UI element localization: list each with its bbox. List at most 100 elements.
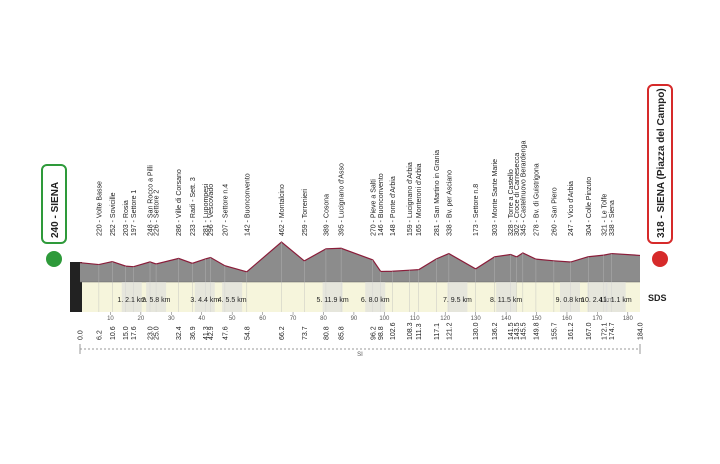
ruler-label: SI <box>357 352 363 358</box>
km-label: 149.8 <box>533 322 540 340</box>
sector-strip <box>222 282 243 312</box>
start-icon <box>46 251 62 267</box>
km-label: 184.0 <box>638 322 645 340</box>
km-label: 98.8 <box>378 326 385 340</box>
start-bar <box>70 262 82 312</box>
km-tick-label: 170 <box>592 316 603 322</box>
sector-band <box>80 282 640 312</box>
profile-area <box>80 242 640 282</box>
km-tick-label: 100 <box>379 316 390 322</box>
start-box <box>41 164 67 244</box>
waypoint-label: 252 - Sovicille <box>110 192 117 236</box>
km-tick-label: 180 <box>623 316 634 322</box>
finish-label: 318 - SIENA (Piazza del Campo) <box>656 88 667 238</box>
km-label: 111.3 <box>416 323 423 340</box>
km-label: 15.0 <box>123 326 130 340</box>
waypoint-label: 462 - Montalcino <box>279 184 286 236</box>
waypoint-label: 389 - Cosona <box>323 194 330 236</box>
km-label: 66.2 <box>279 326 286 340</box>
km-label: 143.5 <box>514 322 521 340</box>
waypoint-label: 278 - Bv. di Guistrigona <box>533 163 540 236</box>
waypoint-label: 248 - San Rocco a Pilli <box>148 165 155 236</box>
waypoint-label: 304 - Colle Pinzuto <box>586 177 593 236</box>
km-tick-label: 20 <box>138 316 145 322</box>
sector-label: 2. 5.8 km <box>142 297 171 304</box>
sector-strip <box>560 282 580 312</box>
waypoint-label: 286 - Ville di Corsano <box>176 169 183 236</box>
sector-strip <box>194 282 215 312</box>
km-label: 17.6 <box>131 326 138 340</box>
sector-label: 1. 2.1 km <box>117 297 146 304</box>
waypoint-label: 281 - San Martino in Grania <box>434 150 441 236</box>
km-label: 80.8 <box>323 326 330 340</box>
km-tick-label: 60 <box>259 316 266 322</box>
sector-strip <box>587 282 608 312</box>
km-tick-label: 130 <box>471 316 482 322</box>
waypoint-label: 203 - Rosia <box>123 200 130 236</box>
waypoint-label: 345 - Castelnuovo Berardenga <box>520 141 527 236</box>
km-label: 161.2 <box>568 322 575 340</box>
km-label: 36.9 <box>190 326 197 340</box>
km-label: 145.5 <box>520 322 527 340</box>
km-label: 25.0 <box>154 326 161 340</box>
km-tick-label: 110 <box>410 316 420 322</box>
waypoint-label: 321 - Le Tolfe <box>601 194 608 236</box>
waypoint-label: 142 - Buonconvento <box>244 173 251 236</box>
km-label: 121.2 <box>446 322 453 340</box>
km-tick-label: 40 <box>198 316 205 322</box>
km-label: 174.7 <box>609 322 616 340</box>
waypoint-label: 197 - Settore 1 <box>131 190 138 236</box>
waypoint-label: 159 - Lucignano d'Arbia <box>407 162 414 236</box>
finish-box <box>647 84 673 244</box>
km-label: 10.6 <box>110 326 117 340</box>
km-label: 155.7 <box>551 322 558 340</box>
km-tick-label: 80 <box>320 316 327 322</box>
sector-label: 8. 11.5 km <box>490 297 522 304</box>
km-tick-label: 10 <box>107 316 114 322</box>
sector-strip <box>447 282 468 312</box>
km-label: 54.8 <box>244 326 251 340</box>
km-label: 0.0 <box>78 330 85 340</box>
km-label: 172.1 <box>601 322 608 340</box>
sector-strip <box>605 282 626 312</box>
waypoint-label: 226 - Settore 2 <box>154 190 161 236</box>
waypoint-label: 338 - Siena <box>609 200 616 236</box>
waypoint-label: 247 - Vico d'Arbia <box>568 181 575 236</box>
finish-icon <box>652 251 668 267</box>
sector-label: 3. 4.4 km <box>190 297 219 304</box>
sector-strip <box>365 282 386 312</box>
km-label: 96.2 <box>370 326 377 340</box>
km-tick-label: 90 <box>351 316 358 322</box>
km-tick-label: 30 <box>168 316 175 322</box>
km-label: 117.1 <box>434 323 441 340</box>
km-tick-label: 50 <box>229 316 236 322</box>
waypoint-label: 303 - Monte Sante Marie <box>492 159 499 236</box>
sector-strip <box>146 282 167 312</box>
km-label: 141.5 <box>508 322 515 340</box>
waypoint-label: 207 - Settore n.4 <box>222 184 229 236</box>
km-tick-label: 120 <box>440 316 451 322</box>
km-label: 167.0 <box>586 322 593 340</box>
sector-label: 7. 9.5 km <box>443 297 472 304</box>
waypoint-label: 148 - Ponte d'Arbia <box>390 176 397 236</box>
km-label: 102.6 <box>390 322 397 340</box>
km-tick-label: 150 <box>532 316 543 322</box>
km-tick-label: 70 <box>290 316 297 322</box>
waypoint-label: 259 - Torrenieri <box>302 189 309 236</box>
waypoint-label: 165 - Monteroni d'Arbia <box>416 163 423 236</box>
km-label: 23.0 <box>148 326 155 340</box>
sector-strip <box>121 282 142 312</box>
km-tick-label: 140 <box>501 316 512 322</box>
sector-label: 11. 1.1 km <box>600 297 632 304</box>
waypoint-label: 338 - Bv. per Asciano <box>446 170 453 236</box>
sector-label: 4. 5.5 km <box>218 297 247 304</box>
waypoint-label: 281 - Lupompesi <box>203 183 210 236</box>
waypoint-label: 146 - Buonconvento <box>378 173 385 236</box>
waypoint-label: 260 - San Piero <box>551 187 558 236</box>
km-tick-label: 160 <box>562 316 573 322</box>
logo: SDS <box>648 293 667 303</box>
sector-label: 5. 11.9 km <box>317 297 349 304</box>
